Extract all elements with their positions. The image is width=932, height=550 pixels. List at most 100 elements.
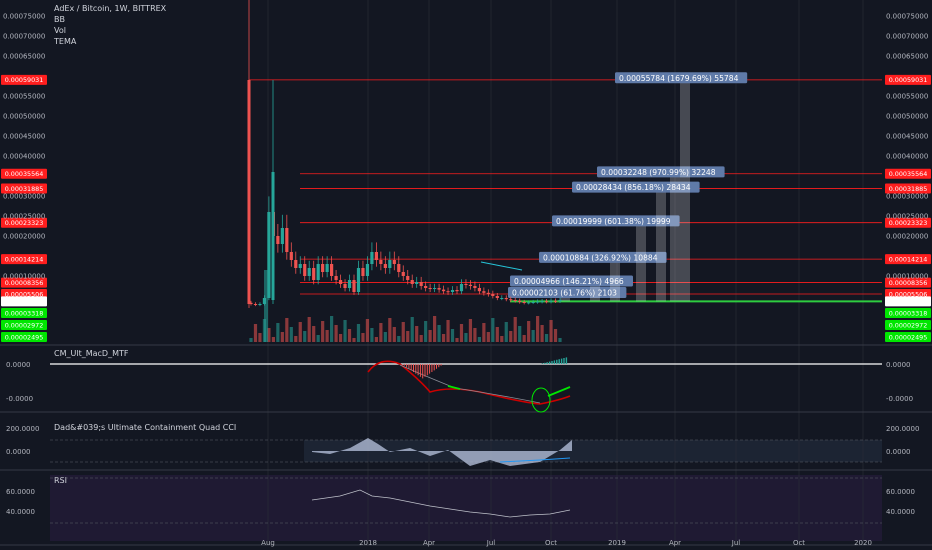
cci-label: 0.0000 [886,448,911,456]
candle-body [518,300,522,302]
price-pill-green-left-text: 0.00003318 [5,309,44,317]
candle-body [365,264,370,276]
candle-body [459,284,464,292]
cci-band-background [304,440,882,462]
price-pill-right-text: 0.00003650 [889,298,928,306]
volume-bar [361,333,365,342]
candle-body [441,289,446,292]
y-label-left: 0.00065000 [3,53,45,61]
y-label-left: 0.00020000 [3,233,45,241]
price-pill-left [1,254,47,265]
volume-bar [271,337,275,342]
volume-bar [544,334,549,342]
volume-bar [536,316,540,342]
candle-body [419,282,423,286]
y-label-right: 0.00055000 [886,93,928,101]
price-pill-left-text: 0.00005506 [5,290,44,298]
volume-bar [450,329,455,342]
volume-bar [433,316,437,342]
candle-body [289,252,293,260]
price-levels: 0.00059031 0.00059031 0.00035564 0.00035564… [1,74,931,342]
candle-body [536,301,540,303]
target-bars: 0.00002103 (61.76%) 2103 0.00004966 (146.… [480,72,748,302]
macd-cross [447,385,461,390]
volume-bar [347,329,352,342]
y-label-left: 0.00050000 [3,113,45,121]
volume-bar [424,321,428,342]
volume-bar [406,331,410,342]
candle-body [374,252,378,260]
volume-bar [352,338,356,342]
cci-label: 0.0000 [6,448,31,456]
candle-body [271,172,275,300]
rsi-band-background [50,475,882,541]
price-pill-right-text: 0.00031885 [889,185,928,193]
cci-title: Dad&#039;s Ultimate Containment Quad CCI [54,423,236,432]
target-label-box [597,166,725,178]
volume-bar [459,324,464,342]
candle-body [285,228,289,252]
volume-bar [264,270,268,342]
volume-bar [504,322,508,342]
candle-body [276,236,280,244]
price-pill-right [885,217,931,228]
volume-bar [298,322,302,342]
volume-bar [365,319,370,342]
candle-body [262,298,267,304]
volume-bar [316,335,320,342]
volume-bar [540,325,544,342]
y-label-left: 0.00045000 [3,133,45,141]
target-bar [610,257,620,302]
candles[interactable] [247,0,562,308]
price-pill-green-left [1,308,47,318]
macd-pane[interactable]: CM_Ult_MacD_MTF 0.0000 -0.0000 0.0000 -0.000… [6,349,913,413]
volume-bar [258,333,262,342]
candle-body [500,298,504,299]
price-pill-left [1,168,47,179]
volume-bar [441,334,446,342]
volume-bar [553,329,558,342]
candle-body [401,272,405,276]
candle-body [415,282,419,284]
target-label-text: 0.00004966 (146.21%) 4966 [514,277,624,286]
price-pill-green-left [1,332,47,342]
candle-body [253,304,258,305]
target-label-text: 0.00028434 (856.18%) 28434 [576,183,691,192]
x-tick-label: Apr [669,539,681,547]
candle-body [553,300,558,302]
target-label-box [572,181,700,193]
volume-bar [527,321,531,342]
candle-body [338,280,343,284]
candle-body [379,260,383,264]
volume-bar [343,320,347,342]
axis-labels: 0.00075000 0.00075000 0.00070000 0.00070000… [3,13,928,548]
target-label-text: 0.00010884 (326.92%) 10884 [543,253,658,262]
candle-body [482,291,486,293]
volume-bar [428,330,432,342]
price-pill-left [1,183,47,194]
candle-body [513,300,517,301]
price-pill-right [885,74,931,85]
candle-body [312,268,316,280]
x-tick-label: Oct [793,539,805,547]
x-tick-label: Oct [545,539,557,547]
price-pill-right-text: 0.00035564 [889,170,928,178]
cci-area [312,438,572,466]
volume-bar [410,317,414,342]
candle-body [325,264,329,272]
rsi-pane[interactable]: RSI 60.0000 40.0000 60.0000 40.0000 [6,476,915,524]
candle-body [522,302,526,303]
candle-body [428,288,432,289]
volume-bar [513,317,517,342]
candle-body [388,260,392,268]
volume-bar [330,316,334,342]
price-pill-green-right-text: 0.00002495 [889,333,928,341]
candle-body [544,301,549,303]
cci-pane[interactable]: Dad&#039;s Ultimate Containment Quad CCI… [6,423,919,466]
macd-label: 0.0000 [6,361,31,369]
candle-body [468,284,473,286]
y-label-right: 0.00020000 [886,233,928,241]
price-pill-right [885,183,931,194]
indicator-vol: Vol [54,26,66,35]
